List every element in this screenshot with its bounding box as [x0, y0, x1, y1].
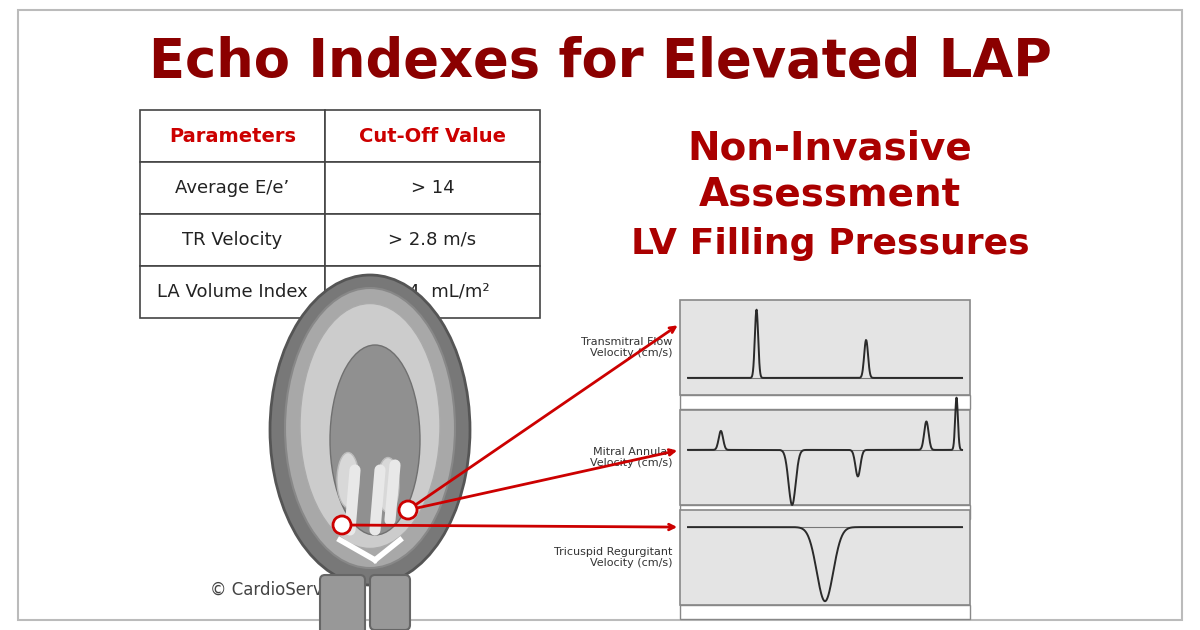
Text: Transmitral Flow
Velocity (cm/s): Transmitral Flow Velocity (cm/s)	[581, 336, 672, 358]
Bar	[680, 395, 970, 409]
FancyBboxPatch shape	[370, 575, 410, 630]
Bar	[680, 510, 970, 605]
Bar	[140, 162, 325, 214]
Ellipse shape	[330, 345, 420, 535]
FancyBboxPatch shape	[320, 575, 365, 630]
Text: LV Filling Pressures: LV Filling Pressures	[631, 227, 1030, 261]
Bar	[140, 214, 325, 266]
Text: Parameters: Parameters	[169, 127, 296, 146]
Text: LA Volume Index: LA Volume Index	[157, 283, 308, 301]
Text: Cut-Off Value: Cut-Off Value	[359, 127, 506, 146]
Text: Echo Indexes for Elevated LAP: Echo Indexes for Elevated LAP	[149, 36, 1051, 88]
Circle shape	[398, 501, 418, 519]
Bar	[680, 300, 970, 395]
Bar	[140, 266, 325, 318]
Bar	[140, 110, 325, 162]
Bar	[325, 162, 540, 214]
Bar	[325, 266, 540, 318]
Bar	[680, 410, 970, 505]
Text: © CardioServ: © CardioServ	[210, 581, 323, 599]
Text: > 2.8 m/s: > 2.8 m/s	[389, 231, 476, 249]
Bar	[325, 214, 540, 266]
Text: Tricuspid Regurgitant
Velocity (cm/s): Tricuspid Regurgitant Velocity (cm/s)	[553, 547, 672, 568]
Ellipse shape	[300, 304, 440, 549]
Text: Assessment: Assessment	[698, 176, 961, 214]
Text: Mitral Annular
Velocity (cm/s): Mitral Annular Velocity (cm/s)	[589, 447, 672, 468]
Text: TR Velocity: TR Velocity	[182, 231, 283, 249]
Text: Average E/e’: Average E/e’	[175, 179, 289, 197]
Bar	[325, 110, 540, 162]
Circle shape	[334, 516, 352, 534]
Bar	[680, 605, 970, 619]
Text: > 34  mL/m²: > 34 mL/m²	[376, 283, 490, 301]
Text: > 14: > 14	[410, 179, 455, 197]
Text: Non-Invasive: Non-Invasive	[688, 129, 972, 167]
Ellipse shape	[337, 452, 359, 508]
Ellipse shape	[377, 457, 398, 512]
Ellipse shape	[270, 275, 470, 585]
Bar	[680, 505, 970, 519]
Ellipse shape	[286, 288, 455, 568]
